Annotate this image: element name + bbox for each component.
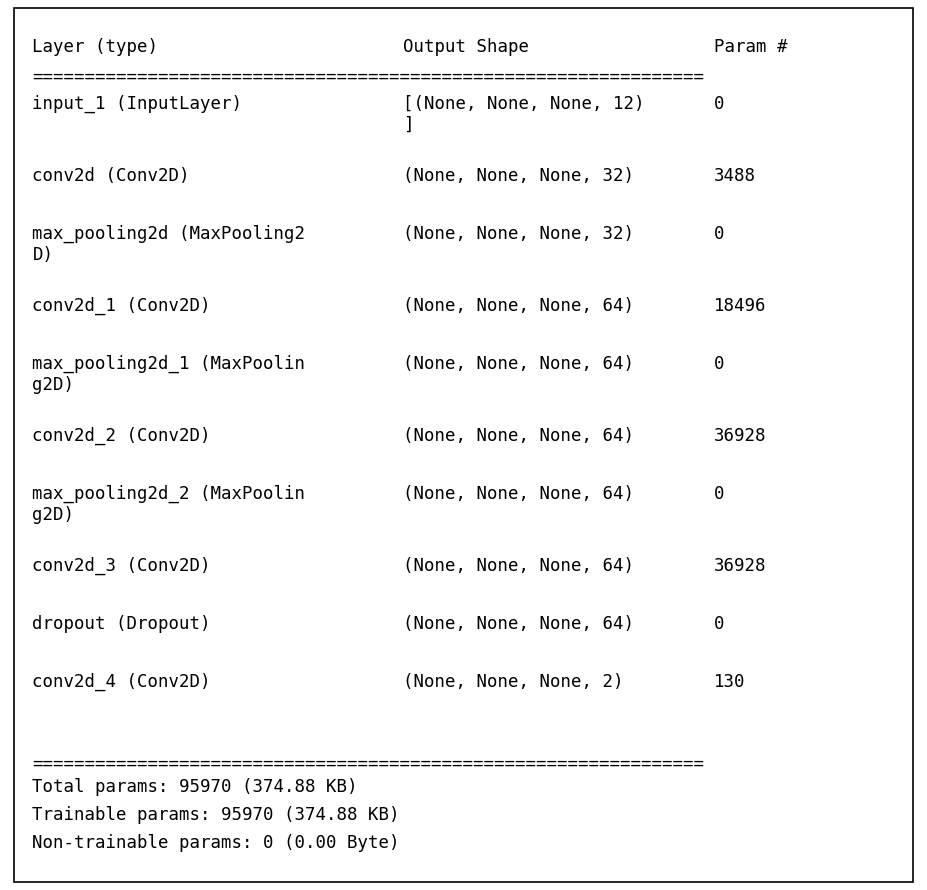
Text: 36928: 36928 [714,427,767,445]
Text: (None, None, None, 32): (None, None, None, 32) [403,167,634,185]
Text: 0: 0 [714,225,724,243]
Text: conv2d_1 (Conv2D): conv2d_1 (Conv2D) [32,297,211,315]
Text: [(None, None, None, 12)
]: [(None, None, None, 12) ] [403,95,645,134]
Text: 0: 0 [714,485,724,503]
Text: max_pooling2d (MaxPooling2
D): max_pooling2d (MaxPooling2 D) [32,225,305,264]
Text: 3488: 3488 [714,167,756,185]
Text: conv2d_2 (Conv2D): conv2d_2 (Conv2D) [32,427,211,445]
Text: (None, None, None, 2): (None, None, None, 2) [403,673,624,691]
Text: 0: 0 [714,615,724,633]
Text: conv2d_4 (Conv2D): conv2d_4 (Conv2D) [32,673,211,692]
Text: Total params: 95970 (374.88 KB): Total params: 95970 (374.88 KB) [32,778,358,796]
Text: conv2d_3 (Conv2D): conv2d_3 (Conv2D) [32,557,211,575]
Text: 36928: 36928 [714,557,767,575]
Text: (None, None, None, 64): (None, None, None, 64) [403,297,634,315]
Text: Non-trainable params: 0 (0.00 Byte): Non-trainable params: 0 (0.00 Byte) [32,834,400,852]
Text: 18496: 18496 [714,297,767,315]
Text: (None, None, None, 64): (None, None, None, 64) [403,427,634,445]
Text: ================================================================: ========================================… [32,68,705,86]
Text: 0: 0 [714,355,724,373]
Text: 130: 130 [714,673,745,691]
Text: (None, None, None, 32): (None, None, None, 32) [403,225,634,243]
Text: Layer (type): Layer (type) [32,38,159,56]
Text: max_pooling2d_1 (MaxPoolin
g2D): max_pooling2d_1 (MaxPoolin g2D) [32,355,305,394]
Text: (None, None, None, 64): (None, None, None, 64) [403,355,634,373]
Text: 0: 0 [714,95,724,113]
Text: (None, None, None, 64): (None, None, None, 64) [403,485,634,503]
Text: conv2d (Conv2D): conv2d (Conv2D) [32,167,190,185]
Text: Trainable params: 95970 (374.88 KB): Trainable params: 95970 (374.88 KB) [32,806,400,824]
Text: Output Shape: Output Shape [403,38,529,56]
Text: max_pooling2d_2 (MaxPoolin
g2D): max_pooling2d_2 (MaxPoolin g2D) [32,485,305,524]
Text: dropout (Dropout): dropout (Dropout) [32,615,211,633]
Text: ================================================================: ========================================… [32,755,705,773]
Text: Param #: Param # [714,38,787,56]
Text: (None, None, None, 64): (None, None, None, 64) [403,615,634,633]
Text: input_1 (InputLayer): input_1 (InputLayer) [32,95,243,113]
Text: (None, None, None, 64): (None, None, None, 64) [403,557,634,575]
